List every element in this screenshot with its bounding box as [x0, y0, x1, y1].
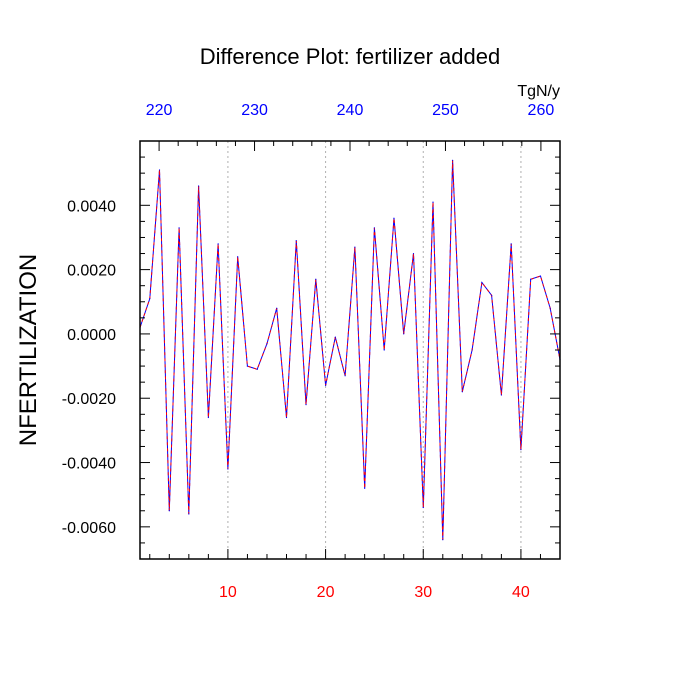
data-point	[393, 217, 395, 219]
data-point	[510, 243, 512, 245]
data-point	[198, 185, 200, 187]
x-tick-label: 10	[219, 584, 237, 601]
data-point	[549, 307, 551, 309]
y-tick-label: 0.0000	[67, 327, 116, 344]
data-point	[266, 342, 268, 345]
data-point	[403, 333, 405, 335]
data-point	[315, 278, 317, 280]
data-point	[168, 510, 170, 512]
y-tick-label: -0.0020	[62, 391, 116, 408]
data-point	[481, 281, 483, 284]
data-point	[364, 487, 366, 489]
data-point	[188, 513, 190, 515]
data-point	[530, 278, 532, 280]
data-point	[539, 275, 542, 277]
y-axis-label: NFERTILIZATION	[15, 254, 42, 446]
y-tick-label: -0.0060	[62, 520, 116, 537]
x-tick-label: 40	[512, 584, 530, 601]
data-point	[305, 404, 307, 406]
axis-ticks	[139, 140, 561, 560]
top-tick-label: 230	[241, 102, 268, 119]
data-point	[246, 365, 249, 367]
data-point	[373, 227, 376, 229]
data-point	[491, 294, 493, 296]
data-point	[276, 307, 278, 309]
data-point	[383, 349, 385, 351]
data-point	[227, 468, 229, 470]
tick-labels: 10 20 30 40 220 230 240 250 260 0.0040 0.0020 0.000…	[62, 102, 555, 601]
x-tick-label: 20	[317, 584, 335, 601]
data-point	[334, 336, 336, 338]
data-point	[256, 368, 258, 370]
data-point	[432, 201, 434, 203]
chart-title: Difference Plot: fertilizer added	[200, 44, 500, 69]
data-point	[461, 391, 463, 393]
y-tick-label: -0.0040	[62, 456, 116, 473]
data-point	[471, 349, 473, 351]
data-point	[217, 243, 219, 245]
series-line-dashed	[139, 160, 561, 540]
top-tick-label: 220	[146, 102, 173, 119]
data-point	[422, 506, 424, 509]
top-tick-label: 260	[528, 102, 555, 119]
data-point	[412, 252, 415, 255]
data-point	[520, 449, 522, 451]
data-point	[442, 539, 444, 541]
data-point	[295, 240, 297, 242]
data-point	[500, 394, 502, 396]
data-point	[324, 384, 327, 386]
x-tick-label: 30	[414, 584, 432, 601]
data-point	[344, 375, 346, 377]
data-point	[207, 416, 209, 419]
data-point	[285, 416, 288, 419]
data-point	[354, 246, 356, 248]
top-tick-label: 240	[337, 102, 364, 119]
data-point	[451, 159, 454, 161]
series-line	[139, 159, 561, 541]
y-tick-label: 0.0040	[67, 198, 116, 215]
y-tick-label: 0.0020	[67, 263, 116, 280]
data-point	[149, 297, 151, 300]
data-point	[178, 227, 180, 229]
top-axis-unit: TgN/y	[517, 83, 560, 100]
data-point	[158, 169, 161, 171]
top-tick-label: 250	[432, 102, 459, 119]
data-point	[237, 256, 239, 258]
